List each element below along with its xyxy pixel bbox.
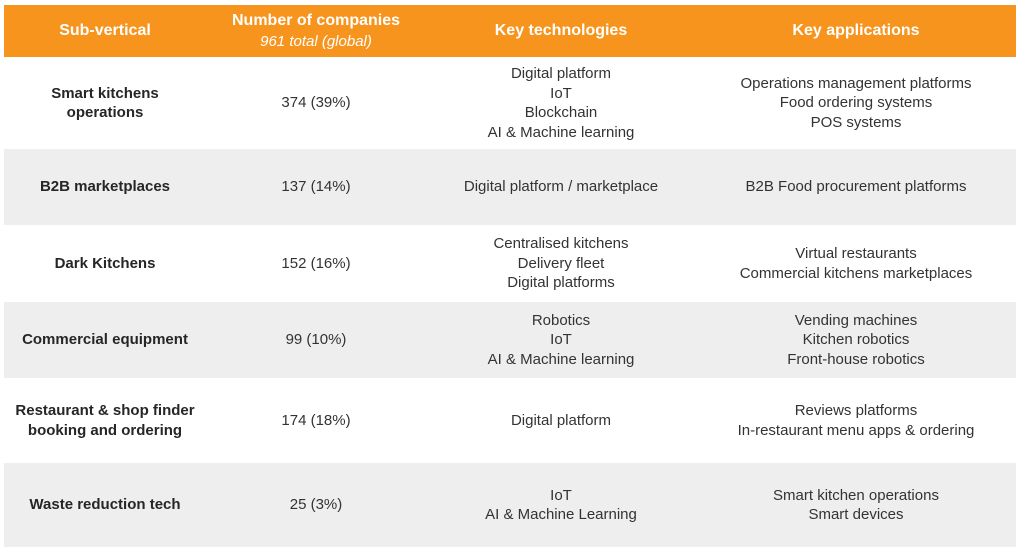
key-applications-cell: Reviews platforms In-restaurant menu apps… <box>696 401 1016 440</box>
key-applications-cell-line: In-restaurant menu apps & ordering <box>737 421 975 439</box>
table-row: Commercial equipment 99 (10%) Robotics IoT A… <box>4 302 1016 378</box>
company-count-cell: 374 (39%) <box>281 94 351 112</box>
header-key-technologies: Key technologies <box>494 22 628 40</box>
sub-vertical-cell-line: Waste reduction tech <box>29 496 181 514</box>
sub-vertical-cell: Dark Kitchens <box>4 254 206 274</box>
sub-vertical-cell: Waste reduction tech <box>4 495 206 515</box>
key-applications-cell-line: Vending machines <box>794 311 918 329</box>
table-body: Smart kitchens operations 374 (39%) Digital… <box>4 57 1016 547</box>
header-number-label: Number of companies <box>231 12 401 29</box>
sub-vertical-cell-line: Dark Kitchens <box>54 254 156 272</box>
key-technologies-cell: IoT AI & Machine Learning <box>426 486 696 525</box>
key-technologies-cell-line: Digital platform <box>510 65 612 82</box>
key-applications-cell-line: Food ordering systems <box>779 94 933 112</box>
header-total-note: 961 total (global) <box>260 32 372 50</box>
key-technologies-cell-line: IoT <box>550 331 572 349</box>
table-row: Smart kitchens operations 374 (39%) Digital… <box>4 57 1016 149</box>
sub-vertical-cell-line: Commercial equipment <box>22 331 188 349</box>
company-count-cell: 174 (18%) <box>281 411 351 429</box>
sub-vertical-cell: B2B marketplaces <box>4 177 206 197</box>
key-applications-cell: B2B Food procurement platforms <box>696 177 1016 197</box>
sub-vertical-cell: Restaurant & shop finder booking and orde… <box>4 401 206 440</box>
key-technologies-cell-line: AI & Machine learning <box>487 123 635 141</box>
key-technologies-cell-line: Robotics <box>531 311 591 329</box>
key-technologies-cell-line: Digital platforms <box>507 274 615 292</box>
table-row: Dark Kitchens 152 (16%) Centralised kitche… <box>4 225 1016 302</box>
company-count-cell: 25 (3%) <box>289 496 343 514</box>
key-technologies-cell: Digital platform / marketplace <box>426 177 696 197</box>
key-technologies-cell-line: AI & Machine learning <box>487 350 635 368</box>
key-applications-cell-line: Reviews platforms <box>794 402 918 419</box>
key-technologies-cell-line: Blockchain <box>524 104 598 121</box>
sub-vertical-cell-line: Smart kitchens <box>51 84 159 102</box>
key-technologies-cell-line: Digital platform <box>510 411 612 429</box>
sub-vertical-cell: Commercial equipment <box>4 330 206 350</box>
header-sub-vertical: Sub-vertical <box>59 22 151 40</box>
key-technologies-cell-line: Delivery fleet <box>517 254 605 272</box>
key-applications-cell-line: Smart kitchen operations <box>773 486 939 504</box>
key-applications-cell-line: Smart devices <box>808 506 904 523</box>
key-applications-cell: Vending machines Kitchen robotics Front-ho… <box>696 311 1016 370</box>
key-applications-cell: Operations management platforms Food orde… <box>696 74 1016 133</box>
header-key-applications: Key applications <box>792 22 920 40</box>
key-applications-cell-line: B2B Food procurement platforms <box>745 178 967 196</box>
company-count-cell: 152 (16%) <box>281 254 351 272</box>
company-count-cell: 137 (14%) <box>281 178 351 196</box>
table-row: Restaurant & shop finder booking and orde… <box>4 378 1016 463</box>
key-technologies-cell: Centralised kitchens Delivery fleet Digita… <box>426 234 696 293</box>
sub-vertical-cell-line: Restaurant & shop finder <box>15 402 195 419</box>
key-applications-cell-line: Commercial kitchens marketplaces <box>739 264 973 282</box>
key-applications-cell-line: Operations management platforms <box>740 74 972 92</box>
key-technologies-cell-line: Centralised kitchens <box>493 235 629 253</box>
key-applications-cell-line: POS systems <box>810 113 902 131</box>
company-count-cell: 99 (10%) <box>285 331 347 349</box>
sub-verticals-table: Sub-vertical Number of companies 961 tot… <box>4 5 1016 547</box>
key-technologies-cell: Robotics IoT AI & Machine learning <box>426 311 696 370</box>
key-applications-cell-line: Front-house robotics <box>787 350 925 368</box>
sub-vertical-cell-line: B2B marketplaces <box>39 178 171 196</box>
key-technologies-cell: Digital platform <box>426 411 696 431</box>
key-applications-cell-line: Kitchen robotics <box>802 331 910 349</box>
sub-vertical-cell: Smart kitchens operations <box>4 84 206 123</box>
key-applications-cell: Smart kitchen operations Smart devices <box>696 486 1016 525</box>
header-number-of-companies: Number of companies 961 total (global) <box>206 11 426 51</box>
key-technologies-cell-line: IoT <box>550 486 572 504</box>
table-row: Waste reduction tech 25 (3%) IoT AI & Machi… <box>4 463 1016 547</box>
key-applications-cell-line: Virtual restaurants <box>795 245 917 262</box>
sub-vertical-cell-line: booking and ordering <box>27 421 183 439</box>
key-applications-cell: Virtual restaurants Commercial kitchens m… <box>696 244 1016 283</box>
key-technologies-cell: Digital platform IoT Blockchain AI & Machin… <box>426 64 696 142</box>
key-technologies-cell-line: IoT <box>550 84 572 102</box>
table-row: B2B marketplaces 137 (14%) Digital platfor… <box>4 149 1016 225</box>
sub-vertical-cell-line: operations <box>66 104 144 121</box>
key-technologies-cell-line: Digital platform / marketplace <box>463 178 659 196</box>
key-technologies-cell-line: AI & Machine Learning <box>485 506 637 523</box>
table-header: Sub-vertical Number of companies 961 tot… <box>4 5 1016 57</box>
